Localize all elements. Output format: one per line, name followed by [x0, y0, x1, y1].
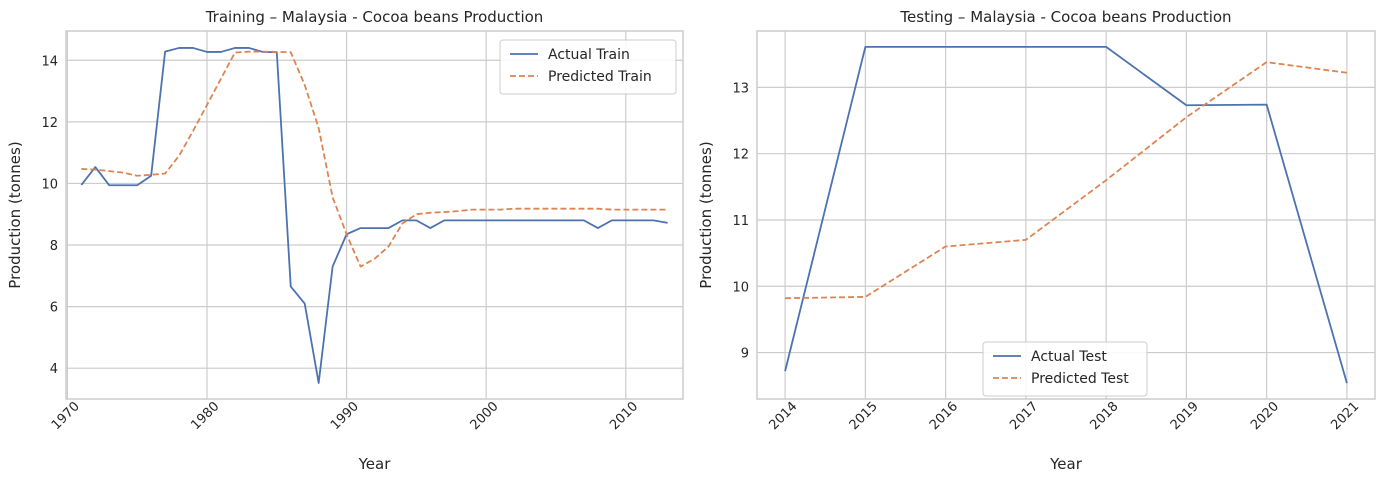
x-tick-label: 2014 [766, 399, 800, 433]
x-tick-label: 2019 [1168, 399, 1202, 433]
x-tick-label: 1970 [49, 399, 83, 433]
y-tick-label: 8 [50, 239, 58, 254]
y-tick-label: 11 [732, 214, 749, 229]
y-tick-label: 10 [732, 280, 749, 295]
series-line-predicted-train [81, 50, 668, 268]
y-tick-label: 6 [50, 301, 58, 316]
y-tick-label: 12 [732, 148, 749, 163]
x-tick-label: 2010 [607, 399, 641, 433]
legend-label: Actual Train [548, 47, 630, 63]
plot-frame [756, 30, 1376, 400]
legend: Actual Train Predicted Train [499, 39, 677, 95]
y-axis-label: Production (tonnes) [6, 141, 24, 288]
chart-title: Testing – Malaysia - Cocoa beans Product… [899, 8, 1231, 26]
x-axis-label: Year [358, 455, 392, 473]
x-tick-label: 2021 [1328, 399, 1362, 433]
x-axis-label: Year [1049, 455, 1083, 473]
y-tick-label: 13 [732, 81, 749, 96]
x-tick-label: 2015 [847, 399, 881, 433]
legend-label: Actual Test [1031, 349, 1107, 365]
chart-panel-testing: 2014 2015 2016 2017 2018 2019 2020 2021 9 10 11 12 1… [697, 8, 1376, 473]
y-tick-label: 10 [41, 177, 58, 192]
plot-frame [65, 30, 684, 400]
chart-panel-training: 1970 1980 1990 2000 2010 4 6 8 10 12 14 Training – … [6, 8, 684, 473]
x-tick-label: 2018 [1088, 399, 1122, 433]
y-tick-label: 9 [741, 347, 749, 362]
legend-label: Predicted Train [548, 69, 652, 85]
x-tick-label: 1980 [188, 399, 222, 433]
x-tick-label: 2016 [927, 399, 961, 433]
series-line-actual-train [80, 47, 668, 384]
legend-frame [982, 341, 1148, 397]
legend-frame [499, 39, 677, 95]
chart-title: Training – Malaysia - Cocoa beans Produc… [205, 8, 544, 26]
y-tick-label: 14 [41, 54, 58, 69]
x-tick-label: 1990 [328, 399, 362, 433]
y-tick-label: 4 [50, 362, 58, 377]
x-tick-label: 2020 [1248, 399, 1282, 433]
y-tick-label: 12 [41, 116, 58, 131]
y-axis-label: Production (tonnes) [697, 141, 715, 288]
x-tick-label: 2000 [468, 399, 502, 433]
legend: Actual Test Predicted Test [982, 341, 1148, 397]
series-line-predicted-test [785, 61, 1348, 300]
legend-label: Predicted Test [1031, 371, 1129, 387]
x-tick-label: 2017 [1007, 399, 1041, 433]
series-line-actual-test [784, 46, 1348, 384]
